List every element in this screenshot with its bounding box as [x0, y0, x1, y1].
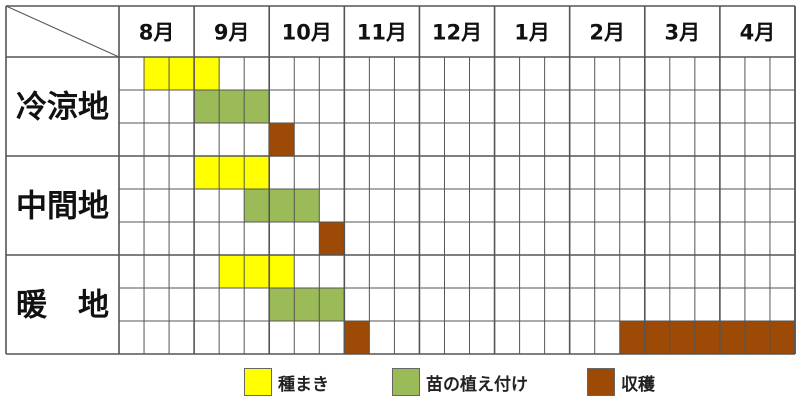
task-cell [619, 321, 645, 354]
task-cell [244, 156, 270, 189]
task-cell [269, 255, 295, 288]
month-header: 9月 [214, 21, 250, 45]
task-cell [269, 288, 295, 321]
region-label: 暖 地 [16, 288, 109, 324]
region-label: 中間地 [16, 189, 109, 225]
legend-label-transplant: 苗の植え付け [426, 374, 528, 395]
task-cell [194, 90, 220, 123]
task-cell [344, 321, 370, 354]
task-cell [669, 321, 695, 354]
region-label: 冷涼地 [16, 90, 109, 126]
task-cell [719, 321, 745, 354]
legend-item-sowing: 種まき [244, 366, 329, 398]
month-header: 3月 [665, 21, 701, 45]
legend-swatch-transplant [392, 368, 420, 396]
task-cell [294, 189, 320, 222]
month-header: 11月 [357, 21, 407, 45]
task-cell [144, 57, 170, 90]
task-cell [294, 288, 320, 321]
task-cell [694, 321, 720, 354]
task-cell [169, 57, 195, 90]
task-cell [244, 255, 270, 288]
task-cell [769, 321, 795, 354]
month-header: 4月 [740, 21, 776, 45]
task-cell [219, 255, 245, 288]
task-cell [219, 156, 245, 189]
task-cell [269, 123, 295, 156]
legend-item-harvest: 収穫 [587, 366, 655, 398]
task-cell [219, 90, 245, 123]
month-header: 12月 [432, 21, 482, 45]
task-cell [194, 57, 220, 90]
task-cell [244, 90, 270, 123]
month-header: 10月 [282, 21, 332, 45]
month-header: 2月 [589, 21, 625, 45]
task-cell [319, 222, 345, 255]
task-cell [644, 321, 670, 354]
corner-diagonal [5, 5, 120, 58]
legend-label-sowing: 種まき [278, 374, 329, 395]
legend-item-transplant: 苗の植え付け [392, 366, 528, 398]
legend-label-harvest: 収穫 [621, 374, 655, 395]
month-header: 1月 [514, 21, 550, 45]
task-cell [244, 189, 270, 222]
legend-swatch-sowing [244, 368, 272, 396]
task-cell [319, 288, 345, 321]
task-cell [194, 156, 220, 189]
legend-swatch-harvest [587, 368, 615, 396]
month-header: 8月 [139, 21, 175, 45]
task-cell [269, 189, 295, 222]
task-cell [744, 321, 770, 354]
